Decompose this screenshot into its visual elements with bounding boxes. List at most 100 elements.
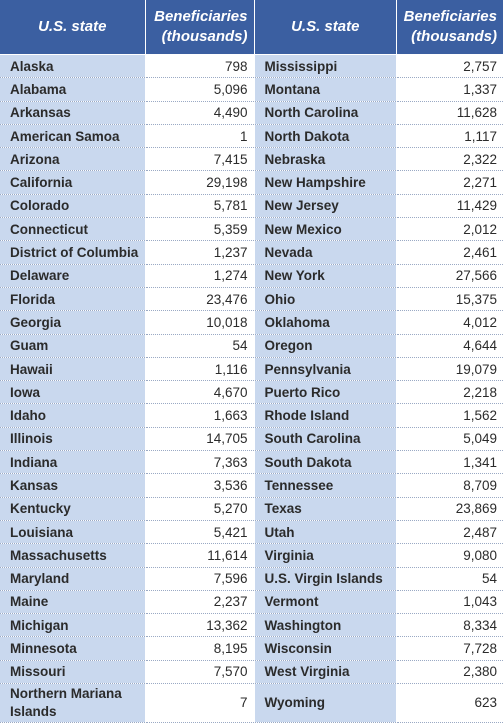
state-name-cell: Colorado — [0, 194, 146, 219]
table-row: U.S. Virgin Islands 54 — [254, 567, 503, 591]
beneficiaries-value-cell: 1,663 — [144, 403, 255, 428]
beneficiaries-value-cell: 3,536 — [144, 473, 255, 498]
state-name-cell: Tennessee — [254, 473, 397, 498]
table-row: Illinois 14,705 — [0, 427, 255, 452]
state-name-cell: Minnesota — [0, 636, 146, 661]
table-row: Rhode Island 1,562 — [254, 403, 503, 428]
beneficiaries-value-cell: 1,274 — [144, 264, 255, 288]
beneficiaries-value-cell: 9,080 — [396, 543, 503, 568]
beneficiaries-value-cell: 10,018 — [144, 310, 255, 335]
beneficiaries-value-cell: 4,670 — [144, 380, 255, 405]
beneficiaries-value-cell: 2,380 — [396, 660, 503, 685]
table-row: Alabama 5,096 — [0, 77, 255, 102]
beneficiaries-value-cell: 29,198 — [144, 170, 255, 195]
state-name-cell: New Jersey — [254, 194, 397, 219]
table-row: District of Columbia 1,237 — [0, 240, 255, 265]
state-name-cell: Louisiana — [0, 520, 146, 545]
table-row: Massachusetts 11,614 — [0, 543, 255, 568]
state-name-cell: American Samoa — [0, 124, 146, 149]
state-name-cell: Nevada — [254, 240, 397, 265]
state-name-cell: District of Columbia — [0, 240, 146, 265]
table-row: West Virginia 2,380 — [254, 660, 503, 685]
beneficiaries-value-cell: 4,644 — [396, 334, 503, 358]
state-name-cell: Connecticut — [0, 217, 146, 242]
state-name-cell: New York — [254, 264, 397, 288]
table-row: Montana 1,337 — [254, 77, 503, 102]
beneficiaries-value-cell: 4,012 — [396, 310, 503, 335]
state-name-cell: California — [0, 170, 146, 195]
table-row: New York 27,566 — [254, 264, 503, 288]
beneficiaries-value-cell: 13,362 — [144, 613, 255, 638]
table-row: Ohio 15,375 — [254, 287, 503, 312]
table-row: Alaska 798 — [0, 54, 255, 79]
state-name-cell: Montana — [254, 77, 397, 102]
table-row: Virginia 9,080 — [254, 543, 503, 568]
beneficiaries-column-header: Beneficiaries (thousands) — [396, 0, 503, 55]
beneficiaries-value-cell: 23,869 — [396, 497, 503, 521]
beneficiaries-value-cell: 1,043 — [396, 590, 503, 615]
table-row: Vermont 1,043 — [254, 590, 503, 615]
table-row: Michigan 13,362 — [0, 613, 255, 638]
right-table-body: Mississippi 2,757 Montana 1,337 North Caroli… — [254, 54, 503, 724]
state-name-cell: Kentucky — [0, 497, 146, 521]
state-name-cell: Georgia — [0, 310, 146, 335]
state-name-cell: Arizona — [0, 147, 146, 172]
beneficiaries-value-cell: 5,270 — [144, 497, 255, 521]
beneficiaries-value-cell: 11,614 — [144, 543, 255, 568]
table-row: Delaware 1,274 — [0, 264, 255, 288]
state-name-cell: Wyoming — [254, 683, 397, 724]
beneficiaries-value-cell: 798 — [144, 54, 255, 79]
beneficiaries-value-cell: 54 — [144, 334, 255, 358]
state-name-cell: Massachusetts — [0, 543, 146, 568]
state-name-cell: Texas — [254, 497, 397, 521]
state-name-cell: New Hampshire — [254, 170, 397, 195]
table-row: Guam 54 — [0, 334, 255, 358]
beneficiaries-value-cell: 4,490 — [144, 101, 255, 125]
state-name-cell: South Carolina — [254, 427, 397, 452]
table-row: Pennsylvania 19,079 — [254, 357, 503, 382]
table-row: Iowa 4,670 — [0, 380, 255, 405]
table-row: Missouri 7,570 — [0, 660, 255, 685]
beneficiaries-value-cell: 5,359 — [144, 217, 255, 242]
state-name-cell: North Dakota — [254, 124, 397, 149]
table-row: Maine 2,237 — [0, 590, 255, 615]
state-name-cell: Arkansas — [0, 101, 146, 125]
beneficiaries-value-cell: 1,237 — [144, 240, 255, 265]
beneficiaries-header-line2: (thousands) — [411, 28, 497, 45]
beneficiaries-value-cell: 2,322 — [396, 147, 503, 172]
beneficiaries-value-cell: 2,461 — [396, 240, 503, 265]
state-name-cell: Maryland — [0, 567, 146, 591]
beneficiaries-value-cell: 1,562 — [396, 403, 503, 428]
beneficiaries-value-cell: 1,116 — [144, 357, 255, 382]
table-row: Northern Mariana Islands 7 — [0, 683, 255, 724]
table-row: Oregon 4,644 — [254, 334, 503, 358]
table-row: Utah 2,487 — [254, 520, 503, 545]
beneficiaries-value-cell: 1,117 — [396, 124, 503, 149]
beneficiaries-value-cell: 2,237 — [144, 590, 255, 615]
state-name-cell: Utah — [254, 520, 397, 545]
beneficiaries-value-cell: 8,195 — [144, 636, 255, 661]
table-row: Nevada 2,461 — [254, 240, 503, 265]
state-name-cell: Iowa — [0, 380, 146, 405]
state-name-cell: Illinois — [0, 427, 146, 452]
table-row: Kansas 3,536 — [0, 473, 255, 498]
table-row: American Samoa 1 — [0, 124, 255, 149]
beneficiaries-value-cell: 7,570 — [144, 660, 255, 685]
state-name-cell: Kansas — [0, 473, 146, 498]
table-row: South Carolina 5,049 — [254, 427, 503, 452]
state-name-cell: Northern Mariana Islands — [0, 683, 146, 724]
table-row: New Mexico 2,012 — [254, 217, 503, 242]
table-row: Tennessee 8,709 — [254, 473, 503, 498]
beneficiaries-value-cell: 5,781 — [144, 194, 255, 219]
beneficiaries-value-cell: 14,705 — [144, 427, 255, 452]
header-row: U.S. state Beneficiaries (thousands) — [0, 0, 255, 55]
beneficiaries-header-line1: Beneficiaries — [154, 7, 248, 25]
state-name-cell: Alaska — [0, 54, 146, 79]
beneficiaries-value-cell: 2,757 — [396, 54, 503, 79]
beneficiaries-value-cell: 1,341 — [396, 450, 503, 475]
beneficiaries-table-left: U.S. state Beneficiaries (thousands) Alas… — [0, 0, 255, 724]
state-name-cell: Virginia — [254, 543, 397, 568]
table-row: Colorado 5,781 — [0, 194, 255, 219]
state-name-cell: Oregon — [254, 334, 397, 358]
